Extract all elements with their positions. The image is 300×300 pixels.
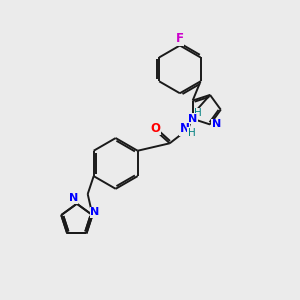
Text: N: N <box>69 194 78 203</box>
Text: N: N <box>188 114 197 124</box>
Text: N: N <box>90 207 100 217</box>
Text: O: O <box>151 122 161 135</box>
Text: N: N <box>180 122 190 136</box>
Text: H: H <box>194 108 202 118</box>
Text: F: F <box>176 32 184 45</box>
Text: H: H <box>188 128 196 137</box>
Text: N: N <box>212 119 221 130</box>
